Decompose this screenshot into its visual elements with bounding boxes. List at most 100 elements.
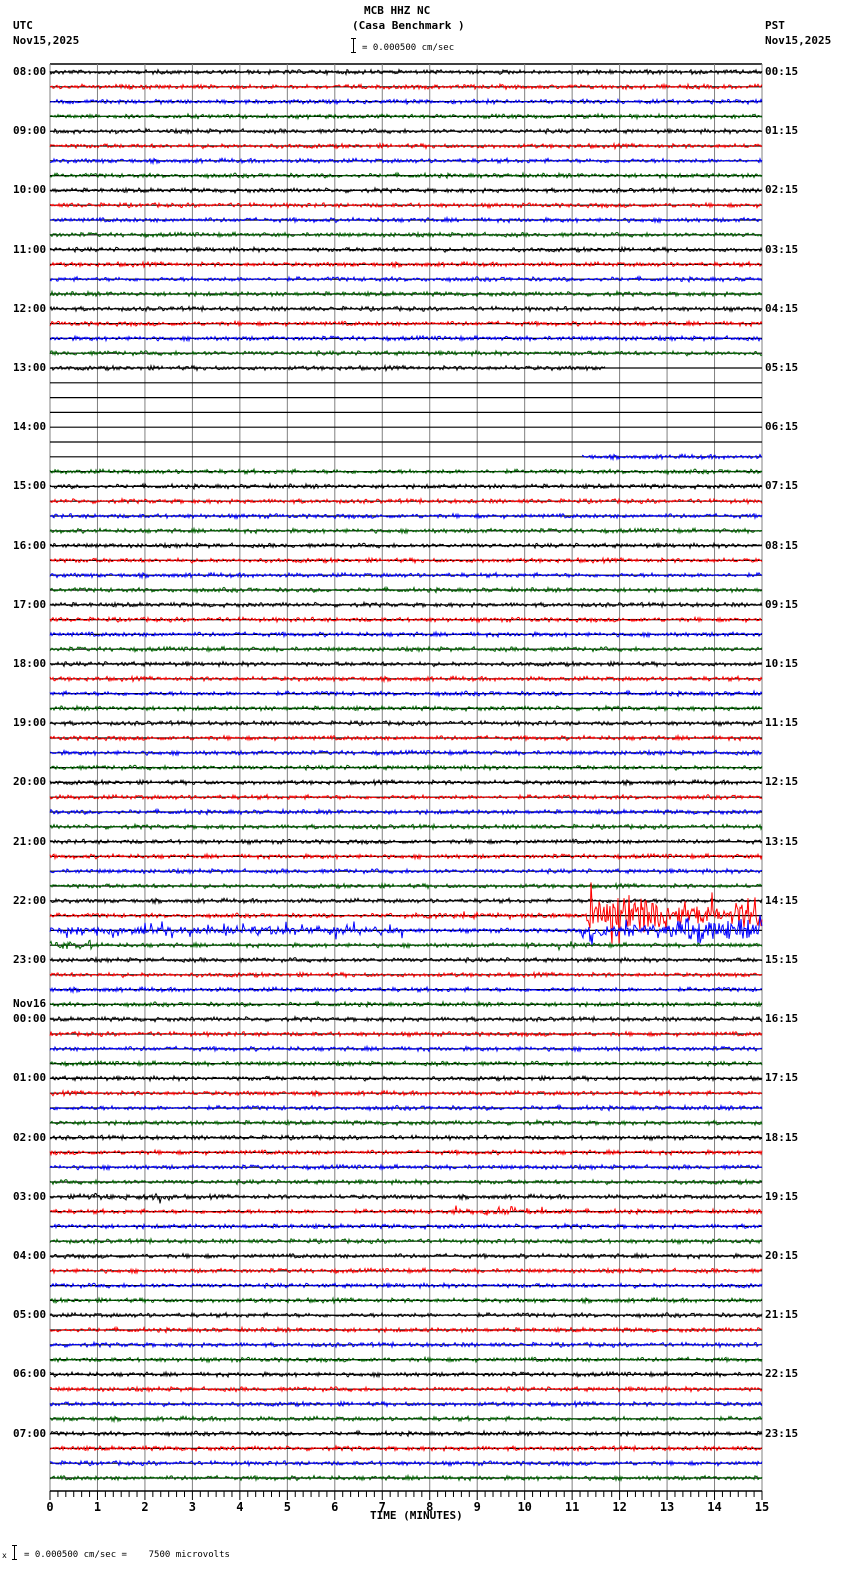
seismic-trace <box>49 1355 763 1364</box>
pst-time-label: 18:15 <box>765 1130 799 1144</box>
seismic-trace <box>49 556 763 565</box>
seismic-trace <box>49 615 763 624</box>
seismic-trace <box>49 245 763 254</box>
seismic-trace <box>49 1385 763 1394</box>
seismic-trace <box>49 1118 763 1127</box>
seismic-trace <box>49 1311 763 1320</box>
seismic-trace <box>49 970 763 980</box>
utc-time-label: 13:00 <box>13 361 47 374</box>
left-date: Nov15,2025 <box>13 34 80 47</box>
seismic-trace <box>49 852 763 861</box>
seismic-trace <box>49 985 762 995</box>
seismic-trace <box>49 1178 763 1187</box>
seismic-trace <box>49 97 763 106</box>
seismic-trace <box>49 763 763 772</box>
seismic-trace <box>49 600 763 609</box>
pst-time-label: 12:15 <box>765 775 799 789</box>
seismic-trace <box>49 526 762 535</box>
footer-scale-bar-icon <box>12 1545 17 1560</box>
pst-time-label: 02:15 <box>765 183 799 197</box>
seismic-trace <box>49 896 763 906</box>
seismic-trace <box>49 1399 763 1409</box>
seismic-trace <box>49 689 763 698</box>
seismic-trace <box>49 215 763 225</box>
seismic-trace <box>50 1281 763 1290</box>
x-tick-label: 8 <box>426 1500 433 1514</box>
seismic-trace <box>49 482 763 491</box>
x-tick-label: 4 <box>236 1500 243 1514</box>
utc-time-label: 21:00 <box>13 834 47 848</box>
x-tick-label: 11 <box>565 1500 579 1514</box>
seismic-trace <box>49 289 763 298</box>
pst-time-label: 22:15 <box>765 1367 799 1381</box>
seismic-trace <box>49 363 606 373</box>
seismic-trace <box>49 112 763 121</box>
utc-time-label: 16:00 <box>13 538 47 552</box>
seismic-trace <box>49 541 762 550</box>
seismic-trace <box>49 659 763 669</box>
utc-time-label: 06:00 <box>13 1367 47 1381</box>
x-tick-label: 6 <box>331 1500 338 1514</box>
scale-bar-icon <box>351 38 356 53</box>
pst-time-label: 16:15 <box>765 1012 799 1026</box>
utc-date-label: Nov16 <box>13 997 47 1011</box>
right-timezone: PST <box>765 19 785 32</box>
footer-scale-prefix: x <box>2 1551 7 1560</box>
x-tick-label: 1 <box>94 1500 101 1514</box>
pst-time-label: 06:15 <box>765 420 799 434</box>
x-tick-label: 2 <box>141 1500 148 1514</box>
seismic-trace <box>49 1340 762 1349</box>
seismic-trace <box>49 1473 763 1483</box>
pst-time-label: 17:15 <box>765 1071 799 1085</box>
seismic-trace <box>49 1266 763 1275</box>
seismic-trace <box>49 497 763 506</box>
pst-time-label: 01:15 <box>765 124 799 138</box>
seismic-trace <box>49 275 763 284</box>
pst-time-label: 08:15 <box>765 538 799 552</box>
x-tick-label: 0 <box>46 1500 53 1514</box>
seismic-trace <box>49 1103 763 1112</box>
seismic-trace <box>49 645 763 654</box>
pst-time-label: 07:15 <box>765 479 799 493</box>
seismic-trace <box>49 748 762 757</box>
seismic-trace <box>49 1414 763 1424</box>
seismic-trace <box>49 1059 763 1068</box>
utc-time-label: 15:00 <box>13 479 47 493</box>
seismic-trace <box>49 778 763 787</box>
seismic-trace <box>49 939 763 952</box>
x-tick-label: 10 <box>517 1500 531 1514</box>
pst-time-label: 09:15 <box>765 597 799 611</box>
seismic-trace <box>49 141 763 151</box>
utc-time-label: 14:00 <box>13 420 47 434</box>
utc-time-label: 10:00 <box>13 183 47 197</box>
utc-time-label: 18:00 <box>13 657 47 670</box>
x-tick-label: 3 <box>189 1500 196 1514</box>
minute-gridlines <box>49 63 763 1491</box>
seismic-trace <box>49 319 763 328</box>
seismic-trace <box>49 1459 763 1468</box>
site-name: (Casa Benchmark ) <box>352 19 465 32</box>
x-tick-label: 5 <box>284 1500 291 1514</box>
seismic-trace <box>49 571 763 580</box>
x-tick-label: 7 <box>379 1500 386 1514</box>
time-axis: 0 1 2 3 4 5 6 7 8 9 10 11 12 13 14 15 <box>46 1490 769 1514</box>
seismic-trace <box>49 1133 763 1142</box>
seismic-trace <box>49 837 763 846</box>
seismic-trace <box>49 881 763 891</box>
station-title: MCB HHZ NC <box>364 4 431 17</box>
seismic-trace <box>49 807 763 816</box>
seismic-trace <box>49 1015 763 1024</box>
x-tick-label: 12 <box>612 1500 626 1514</box>
seismic-trace <box>49 1163 763 1172</box>
seismic-trace <box>49 349 763 358</box>
seismic-trace <box>49 1044 763 1053</box>
seismic-trace <box>49 230 763 239</box>
seismic-trace <box>49 1370 763 1379</box>
pst-time-label: 05:15 <box>765 361 799 374</box>
seismic-trace <box>49 156 763 166</box>
pst-time-label: 00:15 <box>765 65 799 78</box>
pst-time-label: 04:15 <box>765 301 799 315</box>
pst-time-label: 21:15 <box>765 1308 799 1322</box>
seismic-trace <box>49 704 763 713</box>
